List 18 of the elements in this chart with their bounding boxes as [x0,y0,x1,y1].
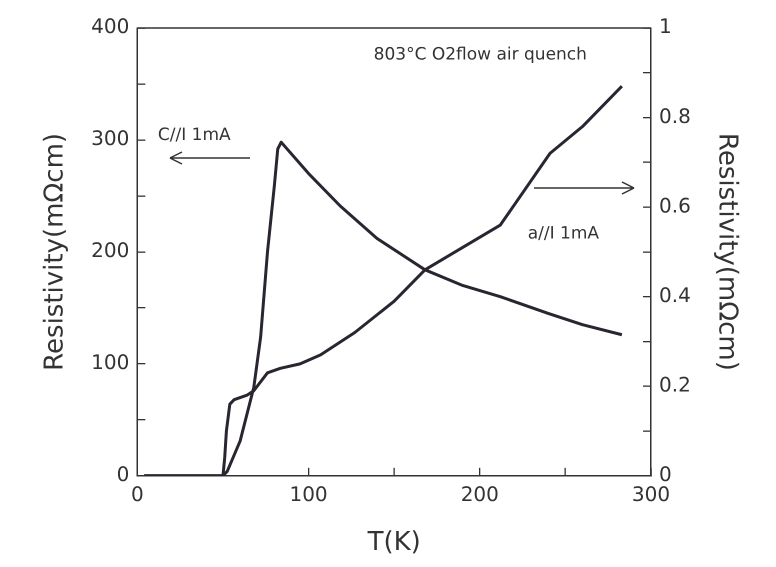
y-axis-title: Resistivity(mΩcm) [39,132,70,371]
x-tick-label: 200 [460,482,499,506]
annotation: C//I 1mA [158,124,232,145]
y-tick-label: 0 [116,462,130,486]
y2-tick-label: 0.6 [658,193,691,218]
y-tick-label: 100 [91,350,130,374]
y-tick-label: 300 [91,126,130,150]
annotation: 803°C O2flow air quench [374,44,587,64]
x-axis-title: T(K) [366,527,421,558]
annotation: a//I 1mA [528,223,600,244]
y-tick-label: 200 [91,238,130,262]
x-tick-label: 100 [289,482,328,506]
y2-tick-label: 1 [658,14,672,38]
y-tick-label: 400 [91,14,130,38]
y2-tick-label: 0.2 [658,372,691,396]
y2-tick-label: 0.4 [658,282,691,307]
y2-axis-title: Resistivity(mΩcm) [712,132,743,371]
y2-tick-label: 0.8 [658,104,691,128]
